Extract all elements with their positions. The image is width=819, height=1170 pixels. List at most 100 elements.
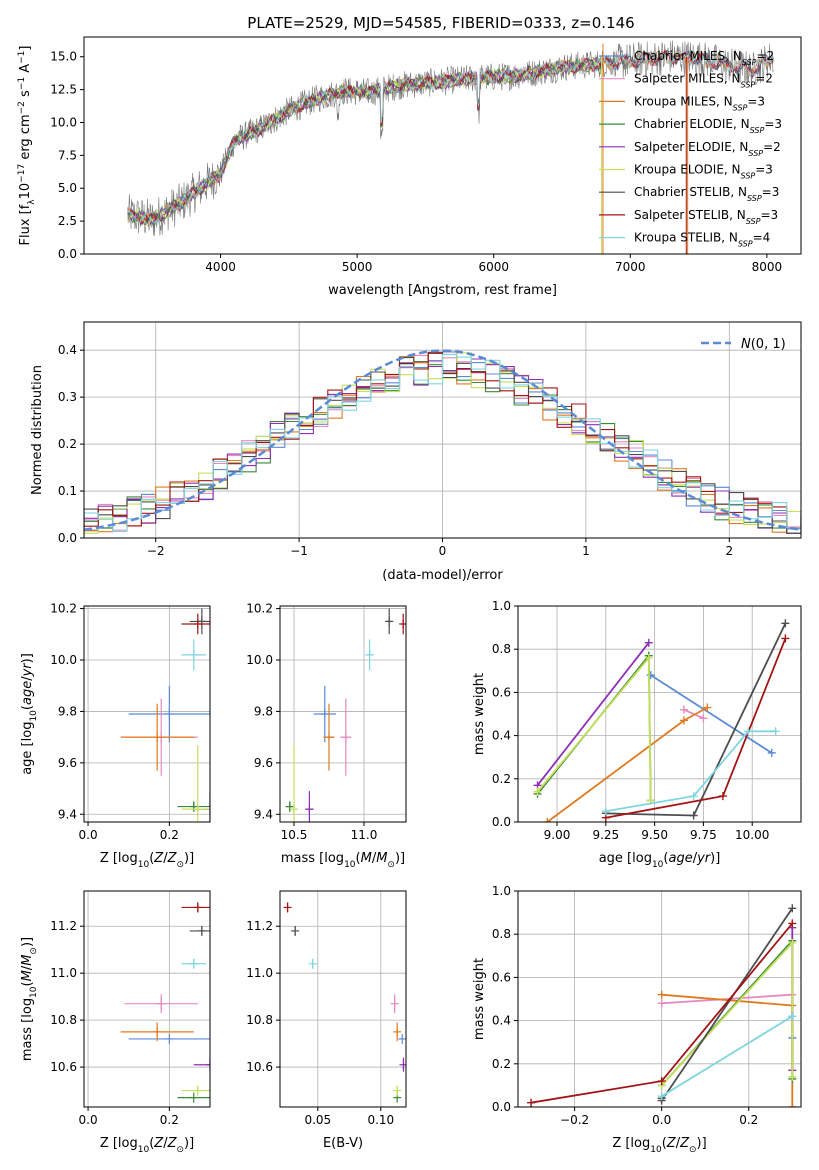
ebv-mass-xlabel: E(B-V) bbox=[323, 1136, 363, 1151]
age-weight-marker-chabrier-miles bbox=[646, 671, 655, 680]
age-weight-line-kroupa-miles bbox=[546, 706, 708, 822]
clip-z-age-plot-area bbox=[120, 608, 210, 822]
z-weight-line-salpeter-miles bbox=[661, 993, 793, 1005]
residual-xlabel: (data-model)/error bbox=[382, 568, 503, 583]
z-age-xlabel: Z [log10(Z/Z⊙)] bbox=[100, 851, 194, 870]
age-weight-marker-kroupa-elodie bbox=[644, 653, 653, 662]
z-weight-xtick-label: 0.2 bbox=[739, 1113, 758, 1127]
mass-age-ytick-label: 9.8 bbox=[254, 704, 273, 718]
spectrum-ytick-label: 15.0 bbox=[50, 50, 77, 64]
legend-label-salpeter-miles: Salpeter MILES, NSSP=2 bbox=[634, 72, 773, 90]
age-weight-marker-kroupa-stelib bbox=[601, 807, 610, 816]
z-age-ytick-label: 9.8 bbox=[58, 704, 77, 718]
age-weight-ytick-label: 1.0 bbox=[492, 599, 511, 613]
residual-ytick-label: 0.0 bbox=[58, 531, 77, 545]
z-weight-marker-kroupa-miles bbox=[788, 1103, 797, 1107]
z-mass-ytick-label: 11.2 bbox=[50, 919, 77, 933]
z-weight-ytick-label: 0.8 bbox=[492, 927, 511, 941]
legend-label-chabrier-stelib: Chabrier STELIB, NSSP=3 bbox=[634, 185, 779, 203]
age-weight-ytick-label: 0.4 bbox=[492, 729, 511, 743]
age-weight-line-kroupa-stelib bbox=[605, 730, 776, 813]
z-weight-marker-kroupa-stelib bbox=[788, 1012, 797, 1021]
age-weight-ytick-label: 0.6 bbox=[492, 685, 511, 699]
spectrum-ytick-label: 12.5 bbox=[50, 83, 77, 97]
spectrum-xtick-label: 7000 bbox=[615, 260, 646, 274]
z-mass-ytick-label: 11.0 bbox=[50, 966, 77, 980]
age-weight-marker-kroupa-elodie bbox=[533, 787, 542, 796]
z-weight-marker-kroupa-stelib bbox=[657, 1092, 666, 1101]
figure-title: PLATE=2529, MJD=54585, FIBERID=0333, z=0… bbox=[247, 14, 634, 32]
age-weight-ylabel: mass weight bbox=[472, 673, 487, 755]
z-weight-line-kroupa-stelib bbox=[661, 1015, 793, 1097]
mass-age-ytick-label: 9.4 bbox=[254, 807, 273, 821]
residual-legend-label: N(0, 1) bbox=[741, 337, 786, 352]
spectrum-ytick-label: 2.5 bbox=[58, 214, 77, 228]
age-weight-marker-kroupa-stelib bbox=[771, 727, 780, 736]
z-age-xtick-label: 0.2 bbox=[160, 828, 179, 842]
z-weight-marker-salpeter-stelib bbox=[788, 919, 797, 928]
z-age-ytick-label: 9.4 bbox=[58, 807, 77, 821]
spectrum-xtick-label: 6000 bbox=[478, 260, 509, 274]
residual-ytick-label: 0.4 bbox=[58, 343, 77, 357]
z-weight-xlabel: Z [log10(Z/Z⊙)] bbox=[612, 1136, 706, 1155]
age-weight-frame bbox=[517, 605, 802, 823]
age-weight-xlabel: age [log10(age/yr)] bbox=[599, 851, 721, 870]
z-weight-xtick-label: −0.2 bbox=[560, 1113, 589, 1127]
z-age-ytick-label: 10.0 bbox=[50, 653, 77, 667]
age-weight-marker-kroupa-miles bbox=[679, 716, 688, 725]
age-weight-line-salpeter-elodie bbox=[536, 642, 650, 786]
mass-age-ytick-label: 9.6 bbox=[254, 756, 273, 770]
z-mass-xtick-label: 0.2 bbox=[160, 1113, 179, 1127]
age-weight-marker-kroupa-miles bbox=[543, 818, 552, 822]
z-weight-line-kroupa-miles bbox=[661, 993, 794, 1107]
spectrum-ytick-label: 7.5 bbox=[58, 148, 77, 162]
mass-age-frame bbox=[279, 605, 407, 823]
age-weight-ytick-label: 0.2 bbox=[492, 772, 511, 786]
ebv-mass-ytick-label: 10.6 bbox=[246, 1060, 273, 1074]
spectrum-model-kroupa-miles bbox=[127, 49, 774, 226]
z-weight-frame bbox=[517, 890, 802, 1108]
spectrum-ylabel: Flux [fλ10−17 erg cm−2 s−1 A−1] bbox=[17, 46, 37, 246]
clip-z-weight-plot-area bbox=[527, 904, 797, 1107]
age-weight-line-salpeter-miles bbox=[683, 708, 704, 720]
mass-age-ytick-label: 10.2 bbox=[246, 602, 273, 616]
age-weight-line-chabrier-stelib bbox=[605, 622, 787, 817]
z-weight-xtick-label: 0.0 bbox=[652, 1113, 671, 1127]
mass-age-xlabel: mass [log10(M/M⊙)] bbox=[281, 851, 405, 870]
legend-label-chabrier-elodie: Chabrier ELODIE, NSSP=3 bbox=[634, 117, 782, 135]
z-weight-marker-kroupa-elodie bbox=[788, 1072, 797, 1081]
age-weight-marker-chabrier-stelib bbox=[689, 811, 698, 820]
spectrum-xlabel: wavelength [Angstrom, rest frame] bbox=[328, 283, 557, 298]
z-age-ytick-label: 10.2 bbox=[50, 602, 77, 616]
age-weight-marker-chabrier-miles bbox=[767, 748, 776, 757]
z-mass-ylabel: mass [log10(M/M⊙)] bbox=[20, 937, 39, 1061]
spectrum-model-kroupa-stelib bbox=[127, 50, 774, 225]
legend-label-kroupa-elodie: Kroupa ELODIE, NSSP=3 bbox=[634, 163, 773, 181]
residual-ytick-label: 0.3 bbox=[58, 390, 77, 404]
ebv-mass-xtick-label: 0.05 bbox=[304, 1113, 331, 1127]
legend-label-salpeter-elodie: Salpeter ELODIE, NSSP=2 bbox=[634, 140, 781, 158]
residual-xtick-label: −2 bbox=[147, 544, 165, 558]
age-weight-ytick-label: 0.0 bbox=[492, 815, 511, 829]
clip-mass-age-plot-area bbox=[285, 608, 406, 822]
age-weight-xtick-label: 9.25 bbox=[592, 828, 619, 842]
clip-ebv-mass-plot-area bbox=[283, 902, 406, 1103]
z-weight-marker-salpeter-stelib bbox=[657, 1077, 666, 1086]
z-age-ylabel: age [log10(age/yr)] bbox=[20, 653, 39, 775]
spectrum-frame bbox=[83, 36, 802, 255]
age-weight-marker-kroupa-stelib bbox=[744, 727, 753, 736]
ebv-mass-ytick-label: 10.8 bbox=[246, 1013, 273, 1027]
z-mass-ytick-label: 10.6 bbox=[50, 1060, 77, 1074]
z-age-ytick-label: 9.6 bbox=[58, 756, 77, 770]
ebv-mass-frame bbox=[279, 890, 407, 1108]
z-mass-ytick-label: 10.8 bbox=[50, 1013, 77, 1027]
spectrum-ytick-label: 10.0 bbox=[50, 115, 77, 129]
spectrum-xtick-label: 8000 bbox=[752, 260, 783, 274]
age-weight-line-salpeter-stelib bbox=[605, 638, 787, 819]
z-weight-marker-kroupa-miles bbox=[657, 990, 666, 999]
legend-label-salpeter-stelib: Salpeter STELIB, NSSP=3 bbox=[634, 208, 778, 226]
z-weight-ytick-label: 1.0 bbox=[492, 884, 511, 898]
age-weight-marker-chabrier-stelib bbox=[781, 619, 790, 628]
legend-label-kroupa-stelib: Kroupa STELIB, NSSP=4 bbox=[634, 231, 770, 249]
age-weight-marker-kroupa-stelib bbox=[689, 792, 698, 801]
